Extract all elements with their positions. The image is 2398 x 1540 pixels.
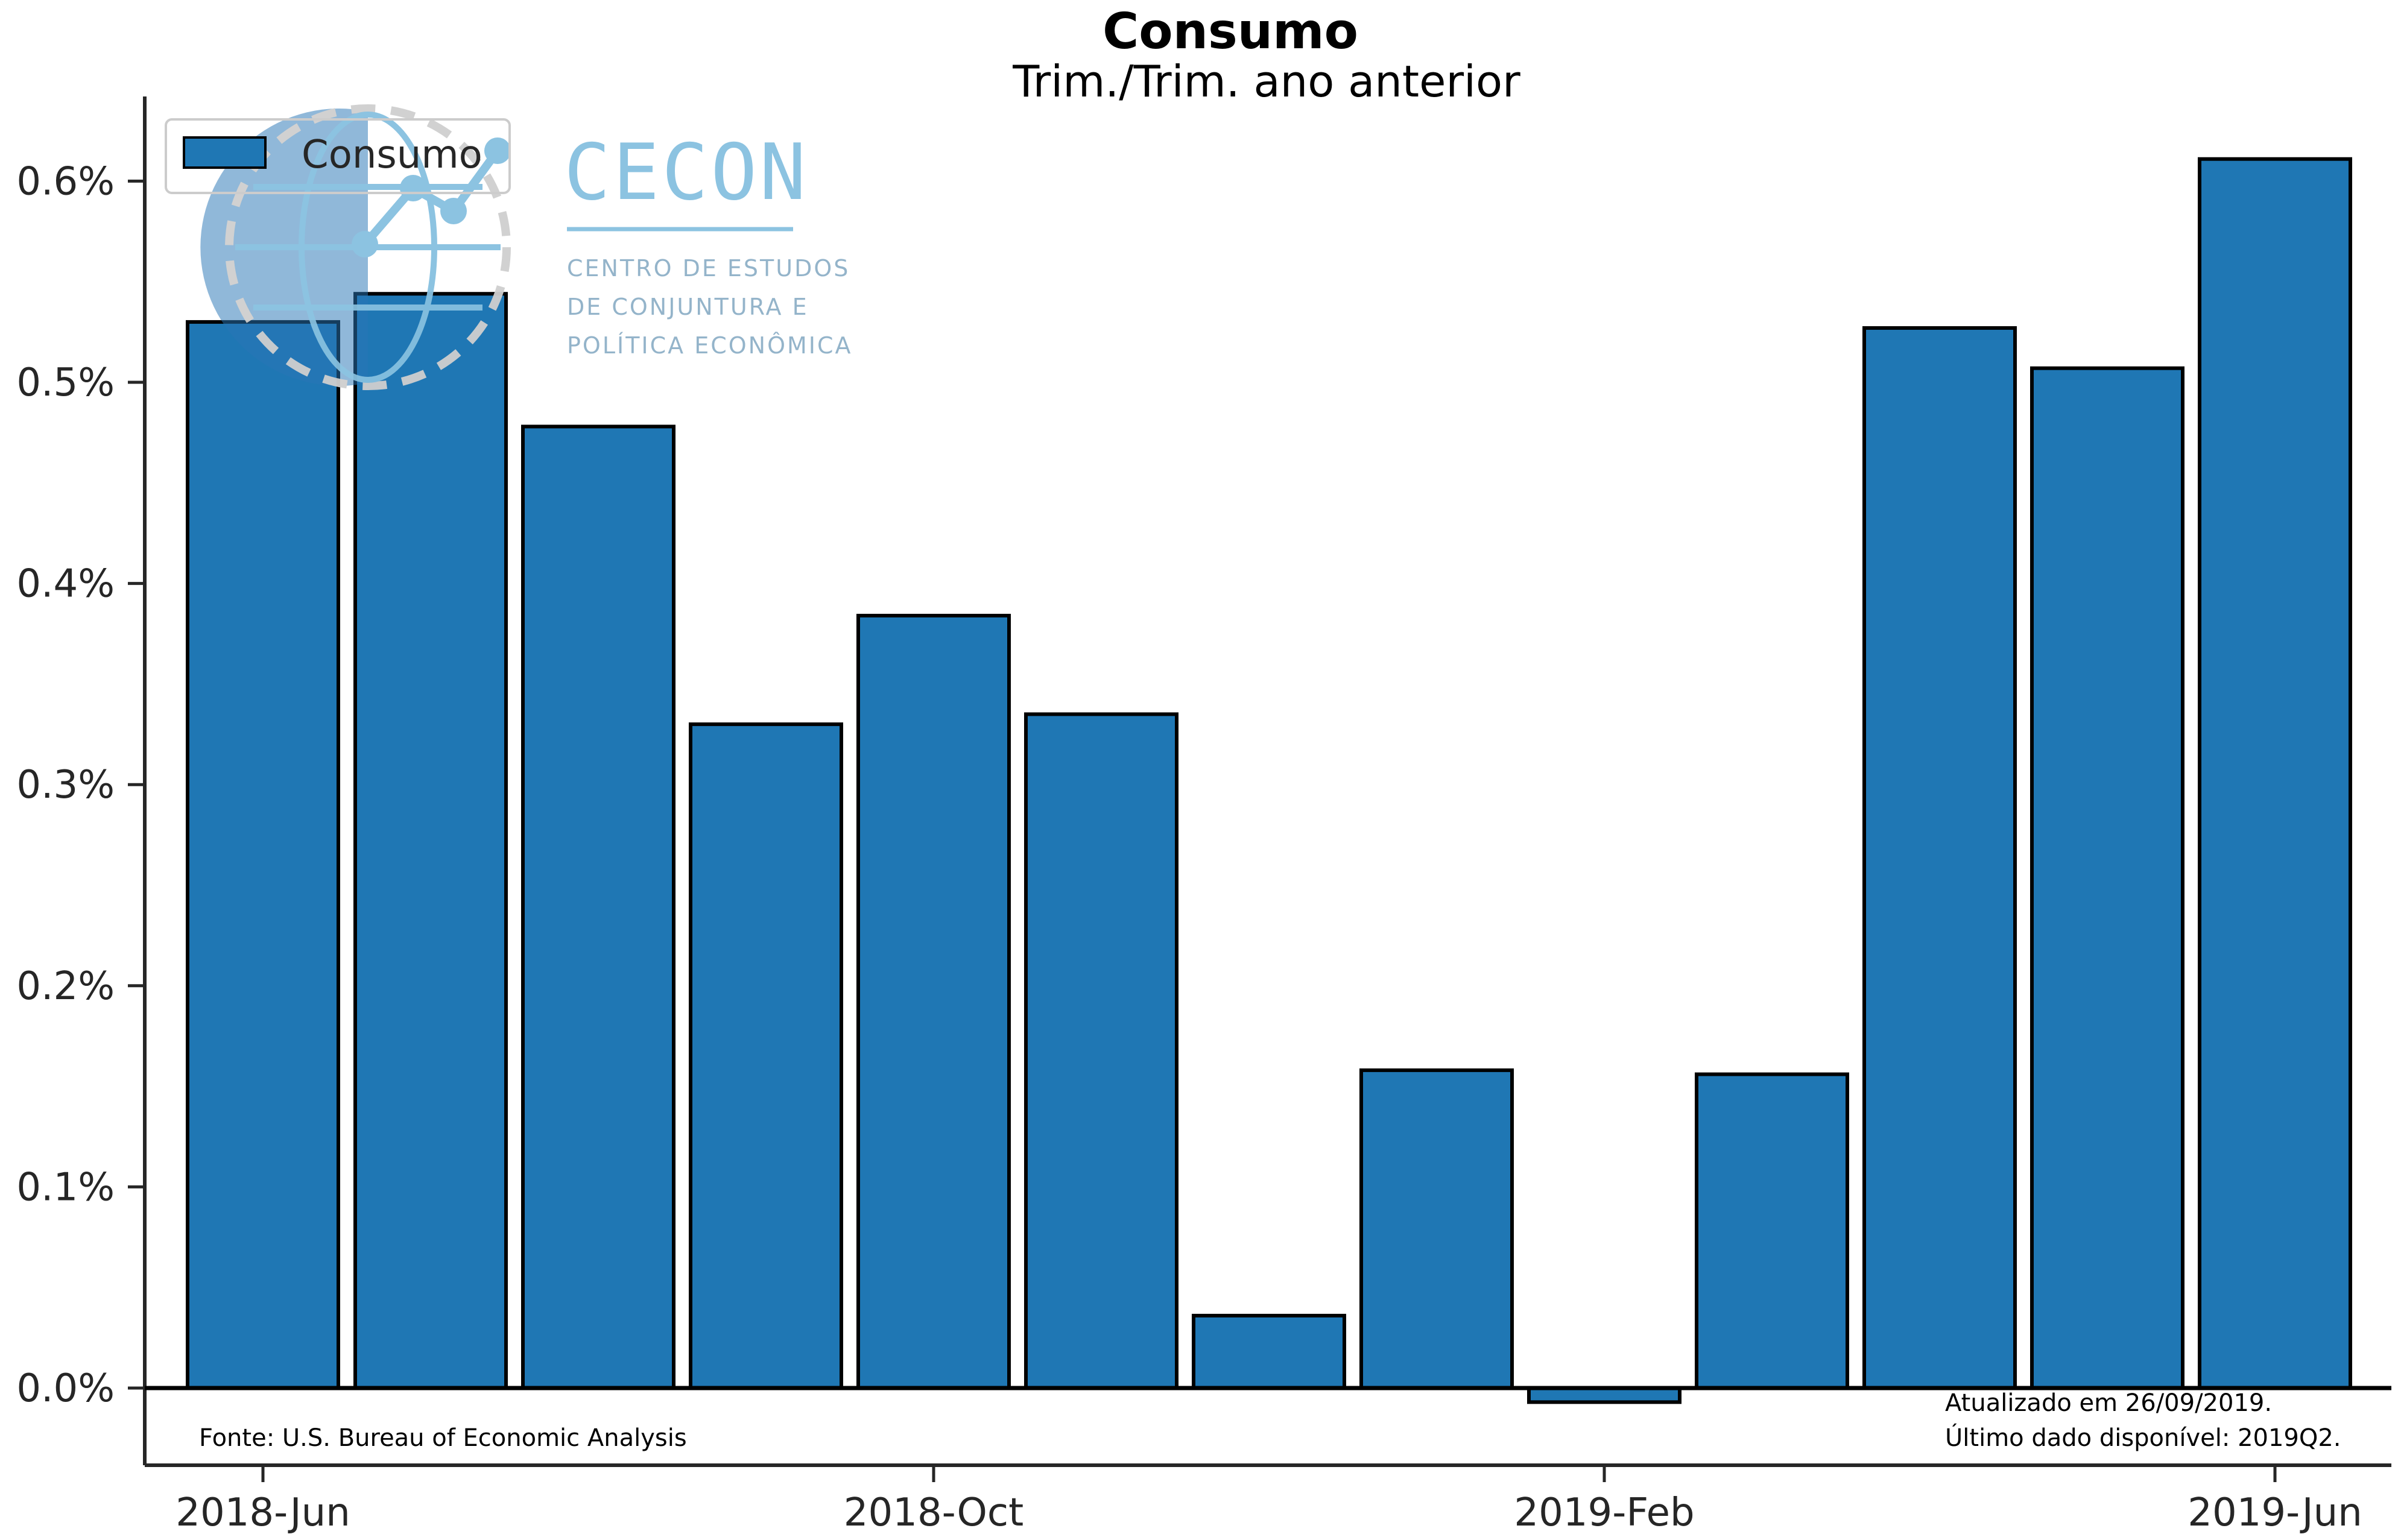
bar — [1527, 1386, 1681, 1404]
y-tick-label: 0.6% — [16, 159, 115, 204]
logo-line-2: DE CONJUNTURA E — [567, 294, 809, 320]
source-note: Fonte: U.S. Bureau of Economic Analysis — [199, 1424, 687, 1452]
x-tick-label: 2019-Feb — [1514, 1491, 1694, 1535]
cecon-logo: CECON CENTRO DE ESTUDOS DE CONJUNTURA E … — [200, 104, 853, 390]
legend-swatch — [183, 136, 267, 169]
logo-line-3: POLÍTICA ECONÔMICA — [567, 332, 853, 359]
bar — [1862, 326, 2017, 1390]
y-tick-label: 0.1% — [16, 1165, 115, 1210]
bar — [186, 320, 340, 1390]
globe-icon — [200, 104, 511, 390]
legend-label: Consumo — [302, 133, 482, 177]
bar — [1024, 712, 1178, 1390]
x-tick-label: 2018-Oct — [844, 1491, 1023, 1535]
bar — [1192, 1313, 1346, 1390]
bar — [2030, 366, 2184, 1390]
chart-title: Consumo — [1103, 3, 1358, 60]
legend-frame — [165, 118, 511, 194]
x-tick-label: 2019-Jun — [2188, 1491, 2362, 1535]
logo-line-1: CENTRO DE ESTUDOS — [567, 255, 850, 282]
bar — [353, 292, 508, 1390]
y-tick-label: 0.2% — [16, 964, 115, 1009]
y-ticks: 0.0% 0.1% 0.2% 0.3% 0.4% 0.5% 0.6% — [16, 159, 145, 1411]
bar — [1359, 1068, 1514, 1390]
legend: Consumo — [165, 118, 511, 194]
y-tick-label: 0.0% — [16, 1366, 115, 1411]
bar — [689, 722, 843, 1390]
bars — [186, 157, 2352, 1404]
bar — [1695, 1072, 1849, 1390]
bar — [856, 613, 1011, 1390]
x-tick-label: 2018-Jun — [176, 1491, 350, 1535]
y-tick-label: 0.4% — [16, 562, 115, 607]
chart-subtitle: Trim./Trim. ano anterior — [1012, 56, 1520, 107]
x-ticks: 2018-Jun 2018-Oct 2019-Feb 2019-Jun — [176, 1465, 2362, 1535]
logo-word: CECON — [564, 128, 808, 218]
y-tick-label: 0.5% — [16, 361, 115, 405]
last-data-note: Último dado disponível: 2019Q2. — [1945, 1423, 2341, 1452]
updated-note: Atualizado em 26/09/2019. — [1945, 1389, 2272, 1417]
y-tick-label: 0.3% — [16, 763, 115, 807]
bar — [2198, 157, 2352, 1390]
bar — [521, 424, 675, 1390]
